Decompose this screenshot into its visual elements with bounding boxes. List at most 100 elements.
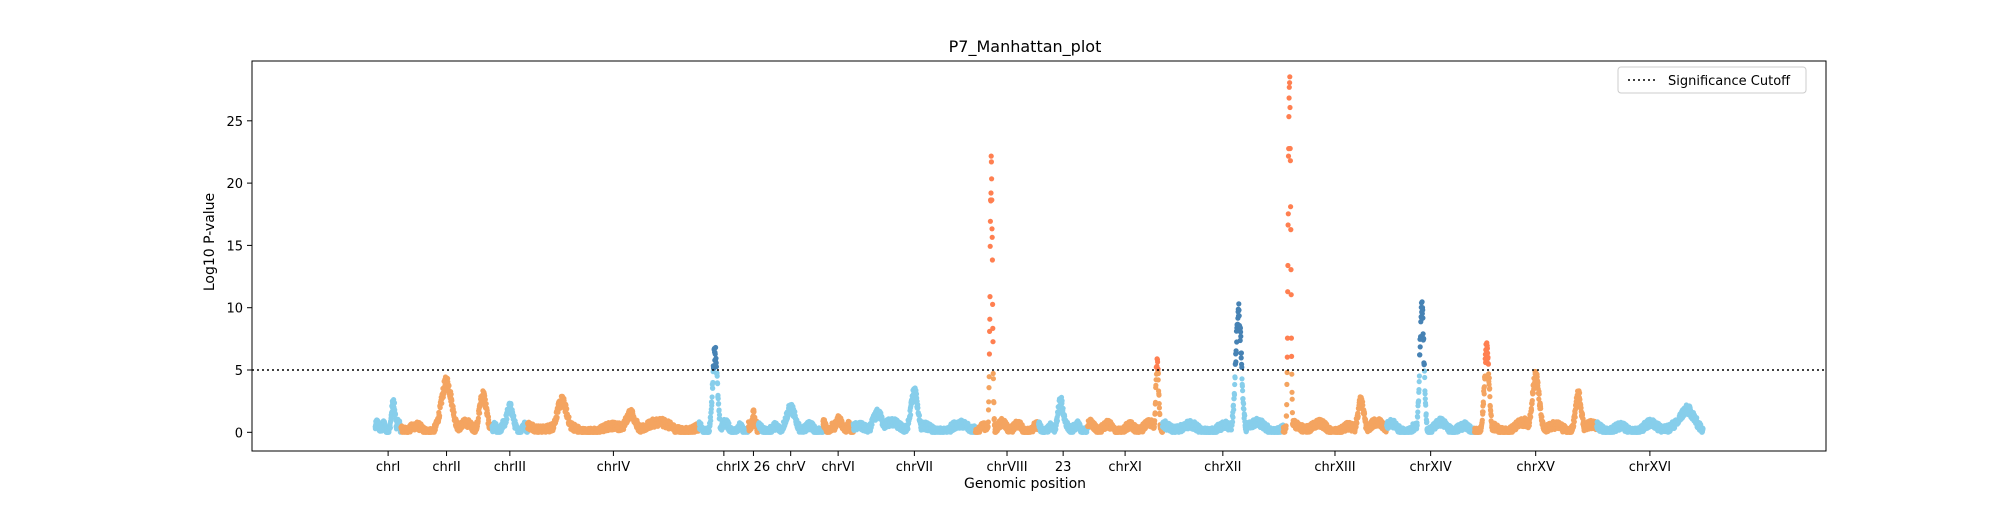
snp-point [1289,410,1295,416]
snp-point [1239,376,1245,382]
snp-point [987,243,993,249]
snp-point [714,373,720,379]
snp-point [1156,392,1162,398]
snp-point [916,412,923,419]
snp-point [1231,407,1237,413]
snp-point [709,394,715,400]
snp-point [708,418,714,424]
snp-point [990,376,997,382]
snp-point [451,409,457,415]
snp-point [482,396,488,403]
snp-point [985,407,992,413]
snp-point [439,400,445,406]
snp-point [1289,389,1295,395]
snp-point [1288,227,1294,233]
snp-point [991,416,997,422]
snp-point [449,398,455,404]
snp-point [1284,381,1290,387]
snp-point [905,426,911,432]
snp-point [1285,222,1291,228]
snp-point [1230,414,1236,420]
snp-point [908,412,914,418]
snp-point [1354,420,1360,426]
snp-point [990,370,996,377]
snp-point [1289,396,1295,402]
snp-point [987,218,994,224]
snp-point [1232,375,1238,381]
snp-point [1289,353,1295,359]
chromosome-points-chrIII [489,400,531,435]
snp-point [985,424,991,430]
snp-point [446,383,452,389]
snp-point [1157,411,1163,418]
snp-point [1288,204,1294,210]
snp-point [1286,84,1292,90]
snp-point [1153,382,1159,388]
snp-point [751,409,757,415]
snp-point [1240,388,1246,394]
snp-point [1232,381,1238,388]
snp-point [716,407,722,413]
snp-point [483,401,489,407]
snp-point [987,294,993,300]
snp-point [1287,80,1293,86]
snp-point [1287,104,1293,111]
snp-point [986,385,992,391]
snp-point [1286,95,1292,101]
snp-point [1233,359,1239,365]
snp-point [1156,405,1162,411]
snp-point [1284,402,1290,408]
snp-point [709,400,715,406]
snp-point [1238,355,1244,361]
snp-point [508,402,514,408]
snp-point [989,176,995,182]
snp-point [915,405,921,411]
snp-point [1287,74,1293,80]
snp-point [566,414,572,420]
snp-point [555,409,561,415]
snp-point [710,379,716,386]
snp-point [475,415,481,421]
snp-point [448,391,454,397]
snp-point [1236,307,1242,313]
snp-point [1360,402,1366,408]
snp-point [1236,313,1242,319]
snp-point [990,325,996,331]
chromosome-points-chrII [398,374,495,435]
snp-point [1060,405,1066,411]
snp-point [1152,410,1158,416]
chromosome-points-chrIV [525,393,702,435]
snp-point [1155,377,1161,383]
chart-title: P7_Manhattan_plot [949,37,1102,57]
snp-point [988,153,994,159]
snp-point [1230,419,1236,425]
chromosome-points-chrI [372,397,404,435]
snp-point [991,400,997,406]
snp-point [1054,418,1060,424]
snp-point [1059,398,1065,404]
snp-point [1231,392,1238,398]
snp-point [511,413,517,419]
snp-point [990,301,996,307]
snp-point [1285,211,1291,217]
snp-point [710,385,716,391]
snp-point [1228,427,1234,433]
snp-point [1241,406,1247,412]
snp-point [715,396,721,402]
snp-point [1238,350,1244,356]
snp-point [706,428,713,434]
snp-point [1286,114,1292,120]
snp-point [1233,350,1239,356]
snp-point [988,190,994,196]
snp-point [1289,371,1295,377]
snp-point [1283,423,1289,429]
snp-point [1155,370,1161,377]
snp-point [986,399,992,405]
data-points-layer [372,74,1706,435]
snp-point [1230,402,1236,408]
snp-point [477,410,483,416]
snp-point [1155,359,1161,365]
snp-point [713,355,719,361]
snp-point [504,416,510,422]
